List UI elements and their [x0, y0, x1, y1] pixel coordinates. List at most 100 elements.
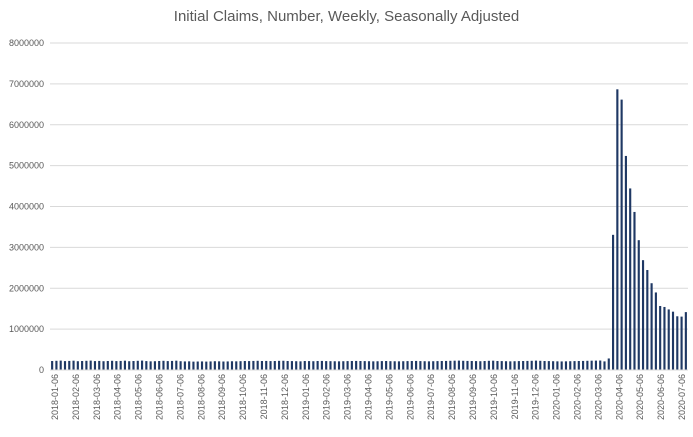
bar: [162, 360, 165, 370]
x-tick-label: 2019-11-06: [510, 374, 520, 419]
bar: [599, 360, 602, 370]
bar: [577, 361, 580, 370]
x-tick-label: 2018-06-06: [155, 374, 165, 420]
x-tick-label: 2020-02-06: [573, 374, 583, 420]
bar: [620, 99, 623, 371]
bar: [337, 361, 341, 370]
y-tick-label: 5000000: [9, 161, 44, 171]
bar: [423, 361, 426, 370]
bar: [496, 361, 499, 370]
x-tick-label: 2019-02-06: [322, 374, 332, 420]
bar: [440, 361, 443, 370]
bar: [149, 361, 152, 370]
bar: [372, 361, 375, 370]
x-tick-label: 2018-09-06: [217, 374, 227, 420]
bar: [200, 361, 204, 370]
bar: [166, 361, 169, 370]
bar: [393, 361, 396, 370]
bar: [102, 361, 105, 370]
x-tick-label: 2020-06-06: [656, 374, 666, 420]
bar: [59, 360, 62, 370]
bar: [260, 361, 264, 370]
bar: [445, 360, 448, 370]
bar: [389, 361, 392, 370]
bar: [380, 361, 383, 370]
bar: [209, 361, 212, 370]
bar: [504, 361, 508, 370]
bar: [457, 360, 460, 370]
bar: [573, 361, 576, 370]
bar: [410, 361, 413, 370]
bar: [98, 360, 101, 370]
bar: [329, 361, 332, 370]
bar: [582, 360, 585, 370]
bar: [111, 360, 114, 370]
bar: [153, 361, 156, 370]
bar: [607, 358, 610, 370]
bar: [385, 361, 388, 370]
bar: [316, 361, 319, 370]
x-tick-label: 2020-01-06: [552, 374, 562, 420]
bar: [552, 361, 555, 370]
bar: [252, 360, 255, 370]
bar: [500, 361, 503, 370]
y-tick-label: 8000000: [9, 38, 44, 48]
bar: [487, 360, 490, 370]
bar: [474, 361, 478, 370]
y-tick-label: 3000000: [9, 242, 44, 252]
bar: [530, 360, 533, 370]
x-tick-label: 2019-12-06: [531, 374, 541, 420]
bar: [432, 361, 435, 370]
bar: [397, 361, 401, 370]
bar: [188, 361, 191, 370]
bar: [119, 360, 122, 370]
bar: [556, 361, 559, 370]
bar: [350, 361, 353, 370]
bar: [509, 361, 512, 370]
bar: [273, 361, 276, 370]
x-tick-label: 2018-03-06: [92, 374, 102, 420]
y-axis-ticks: 0 1000000 2000000 3000000 4000000 5000000 6000…: [9, 38, 44, 375]
x-tick-label: 2018-07-06: [175, 374, 185, 420]
bar: [633, 211, 636, 370]
bar: [659, 305, 662, 370]
bar: [449, 360, 452, 370]
bar: [265, 360, 268, 370]
bar: [290, 361, 293, 370]
bar: [676, 316, 679, 370]
bar: [140, 360, 144, 370]
bar: [51, 361, 54, 370]
bar: [629, 188, 632, 370]
gridlines: [50, 42, 688, 330]
x-tick-label: 2019-08-06: [447, 374, 457, 420]
x-tick-label: 2018-02-06: [71, 374, 81, 420]
bar: [586, 360, 589, 370]
bar: [492, 360, 495, 370]
bar: [637, 240, 640, 370]
x-tick-label: 2019-10-06: [489, 374, 499, 420]
bar: [616, 89, 619, 370]
bar: [363, 361, 366, 370]
x-tick-label: 2020-03-06: [593, 374, 603, 420]
bar: [569, 361, 572, 370]
bar: [243, 361, 246, 370]
x-tick-label: 2018-05-06: [134, 374, 144, 420]
bar: [136, 360, 139, 370]
y-tick-label: 1000000: [9, 324, 44, 334]
bar: [470, 361, 473, 370]
bar: [158, 361, 161, 370]
bar: [55, 360, 58, 370]
bar: [402, 361, 405, 370]
bars: [51, 89, 687, 371]
bar: [671, 311, 675, 370]
bar: [123, 360, 126, 370]
x-tick-label: 2018-10-06: [238, 374, 248, 420]
bar: [466, 360, 469, 370]
bar: [213, 361, 216, 370]
bar: [239, 361, 242, 370]
bar: [175, 360, 178, 370]
bar: [68, 360, 71, 370]
bar: [333, 361, 336, 370]
bar: [81, 361, 84, 370]
bar: [564, 361, 568, 370]
